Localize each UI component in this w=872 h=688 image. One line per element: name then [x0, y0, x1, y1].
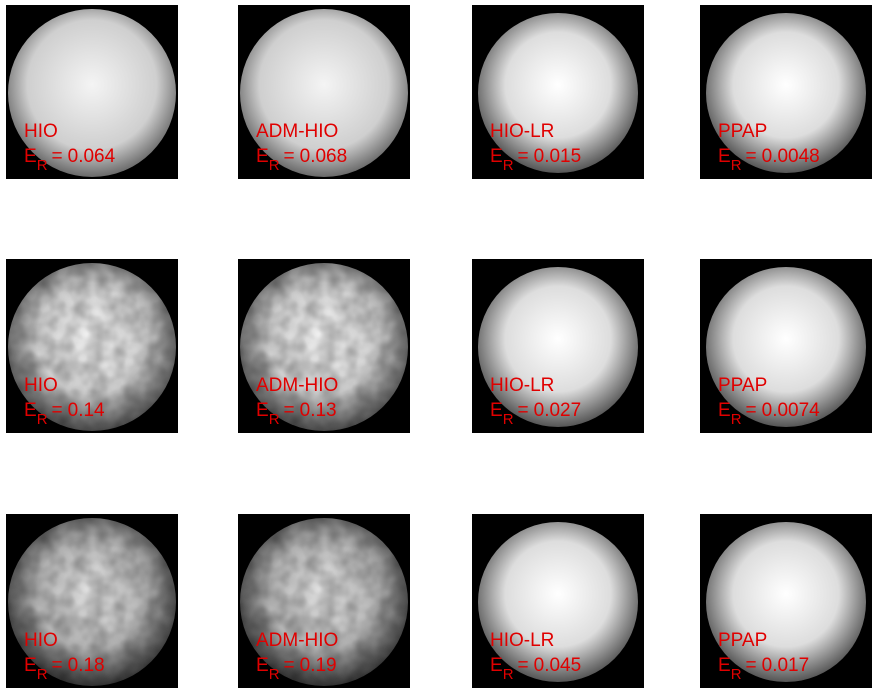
error-value: 0.13: [300, 400, 337, 421]
method-label: HIO: [24, 376, 58, 395]
metric-subscript: R: [503, 157, 514, 174]
metric: E: [256, 400, 269, 421]
image-panel: PPAP ER=0.0074: [700, 259, 872, 433]
method-label: HIO: [24, 122, 58, 141]
error-value: 0.14: [68, 400, 105, 421]
metric-subscript: R: [269, 157, 280, 174]
metric: E: [718, 400, 731, 421]
metric: E: [24, 400, 37, 421]
error-label: ER=0.015: [490, 147, 581, 166]
image-panel: HIO ER=0.18: [6, 514, 178, 688]
error-value: 0.19: [300, 655, 337, 676]
relation: =: [518, 146, 529, 167]
metric-subscript: R: [37, 666, 48, 683]
image-panel: ADM-HIO ER=0.13: [238, 259, 410, 433]
relation: =: [284, 400, 295, 421]
image-panel: HIO ER=0.14: [6, 259, 178, 433]
relation: =: [746, 146, 757, 167]
metric-subscript: R: [731, 157, 742, 174]
metric-subscript: R: [269, 666, 280, 683]
method-label: PPAP: [718, 122, 767, 141]
metric-subscript: R: [37, 411, 48, 428]
figure: HIOER=0.064ADM-HIOER=0.068HIO-LRER=0.015…: [0, 0, 872, 688]
method-label: ADM-HIO: [256, 376, 338, 395]
error-label: ER=0.068: [256, 147, 347, 166]
image-panel: HIO ER=0.064: [6, 5, 178, 179]
error-value: 0.068: [300, 146, 348, 167]
method-label: PPAP: [718, 376, 767, 395]
metric: E: [24, 655, 37, 676]
metric-subscript: R: [731, 666, 742, 683]
error-value: 0.064: [68, 146, 116, 167]
error-value: 0.18: [68, 655, 105, 676]
relation: =: [52, 655, 63, 676]
metric-subscript: R: [731, 411, 742, 428]
error-value: 0.0074: [762, 400, 820, 421]
metric: E: [490, 400, 503, 421]
error-label: ER=0.027: [490, 401, 581, 420]
metric-subscript: R: [503, 666, 514, 683]
relation: =: [518, 400, 529, 421]
method-label: HIO-LR: [490, 376, 554, 395]
metric: E: [490, 146, 503, 167]
relation: =: [518, 655, 529, 676]
metric: E: [718, 655, 731, 676]
error-label: ER=0.19: [256, 656, 337, 675]
relation: =: [746, 655, 757, 676]
relation: =: [52, 146, 63, 167]
error-label: ER=0.045: [490, 656, 581, 675]
image-panel: ADM-HIO ER=0.19: [238, 514, 410, 688]
error-value: 0.015: [534, 146, 582, 167]
image-panel: HIO-LR ER=0.045: [472, 514, 644, 688]
error-label: ER=0.017: [718, 656, 809, 675]
metric-subscript: R: [269, 411, 280, 428]
error-label: ER=0.18: [24, 656, 105, 675]
error-label: ER=0.064: [24, 147, 115, 166]
image-panel: ADM-HIO ER=0.068: [238, 5, 410, 179]
relation: =: [52, 400, 63, 421]
image-panel: HIO-LR ER=0.027: [472, 259, 644, 433]
method-label: HIO-LR: [490, 631, 554, 650]
metric: E: [718, 146, 731, 167]
method-label: HIO-LR: [490, 122, 554, 141]
relation: =: [284, 655, 295, 676]
method-label: ADM-HIO: [256, 631, 338, 650]
metric-subscript: R: [37, 157, 48, 174]
error-label: ER=0.14: [24, 401, 105, 420]
image-panel: HIO-LR ER=0.015: [472, 5, 644, 179]
metric: E: [24, 146, 37, 167]
image-panel: PPAP ER=0.017: [700, 514, 872, 688]
method-label: ADM-HIO: [256, 122, 338, 141]
error-value: 0.027: [534, 400, 582, 421]
metric: E: [490, 655, 503, 676]
metric: E: [256, 146, 269, 167]
relation: =: [746, 400, 757, 421]
relation: =: [284, 146, 295, 167]
error-label: ER=0.0048: [718, 147, 820, 166]
metric: E: [256, 655, 269, 676]
error-value: 0.017: [762, 655, 810, 676]
method-label: HIO: [24, 631, 58, 650]
error-label: ER=0.13: [256, 401, 337, 420]
image-panel: PPAP ER=0.0048: [700, 5, 872, 179]
metric-subscript: R: [503, 411, 514, 428]
error-value: 0.0048: [762, 146, 820, 167]
error-label: ER=0.0074: [718, 401, 820, 420]
method-label: PPAP: [718, 631, 767, 650]
error-value: 0.045: [534, 655, 582, 676]
